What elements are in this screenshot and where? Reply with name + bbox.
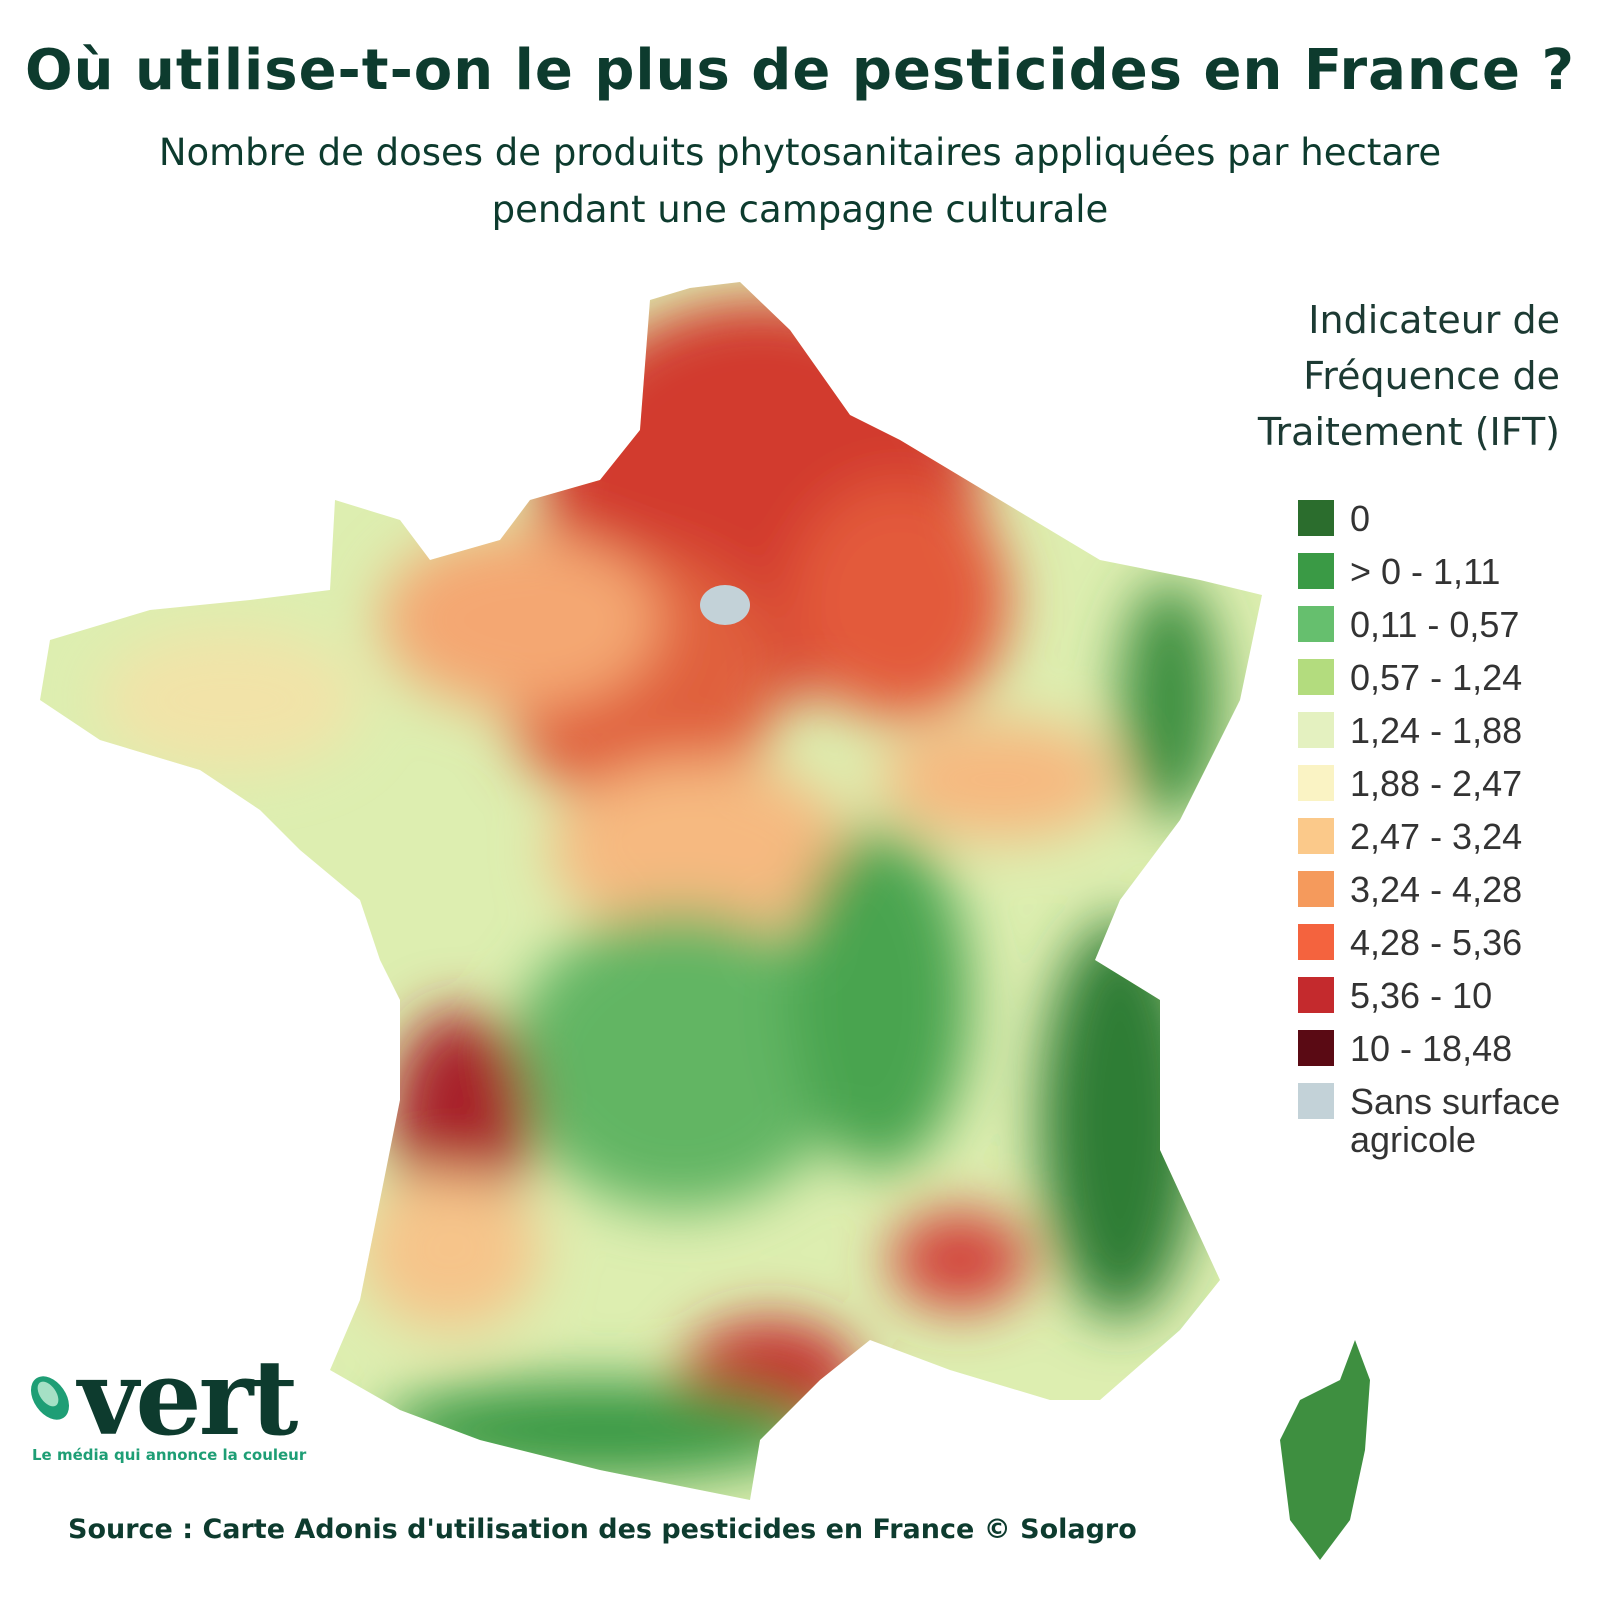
legend-item: 4,28 - 5,36 [1298, 924, 1598, 977]
legend-swatch [1298, 977, 1334, 1013]
legend-item: 0,11 - 0,57 [1298, 606, 1598, 659]
legend-label: 0,11 - 0,57 [1350, 604, 1520, 645]
tagline: Le média qui annonce la couleur [32, 1446, 307, 1464]
legend-label: 0,57 - 1,24 [1350, 657, 1523, 698]
legend: 0 > 0 - 1,11 0,11 - 0,57 0,57 - 1,24 1,24 - … [1298, 500, 1598, 1159]
paris [700, 585, 750, 625]
legend-label: > 0 - 1,11 [1350, 551, 1501, 592]
legend-swatch [1298, 659, 1334, 695]
legend-swatch [1298, 712, 1334, 748]
legend-item: 1,24 - 1,88 [1298, 712, 1598, 765]
legend-item: 0,57 - 1,24 [1298, 659, 1598, 712]
legend-label: Sans surface agricole [1350, 1081, 1561, 1160]
legend-title: Indicateur de Fréquence de Traitement (I… [1257, 298, 1560, 454]
legend-swatch [1298, 871, 1334, 907]
legend-item: 0 [1298, 500, 1598, 553]
legend-item: 2,47 - 3,24 [1298, 818, 1598, 871]
legend-label: 0 [1350, 498, 1371, 539]
legend-swatch [1298, 1030, 1334, 1066]
title: Où utilise-t-on le plus de pesticides en… [25, 38, 1575, 103]
legend-swatch [1298, 765, 1334, 801]
legend-label: 1,24 - 1,88 [1350, 710, 1523, 751]
legend-item: 1,88 - 2,47 [1298, 765, 1598, 818]
legend-label: 1,88 - 2,47 [1350, 763, 1523, 804]
legend-swatch [1298, 924, 1334, 960]
legend-item: 3,24 - 4,28 [1298, 871, 1598, 924]
legend-swatch [1298, 553, 1334, 589]
legend-label: 3,24 - 4,28 [1350, 869, 1523, 910]
legend-item: 5,36 - 10 [1298, 977, 1598, 1030]
legend-item: Sans surface agricole [1298, 1083, 1598, 1159]
legend-label: 10 - 18,48 [1350, 1028, 1513, 1069]
corsica [1280, 1340, 1370, 1560]
legend-item: > 0 - 1,11 [1298, 553, 1598, 606]
brand: vert [78, 1336, 298, 1459]
legend-swatch [1298, 606, 1334, 642]
legend-label: 5,36 - 10 [1350, 975, 1493, 1016]
logo-leaf [30, 1376, 70, 1420]
subtitle: Nombre de doses de produits phytosanitai… [158, 131, 1442, 231]
source: Source : Carte Adonis d'utilisation des … [68, 1514, 1137, 1545]
legend-label: 4,28 - 5,36 [1350, 922, 1523, 963]
legend-label: 2,47 - 3,24 [1350, 816, 1523, 857]
legend-swatch [1298, 818, 1334, 854]
legend-item: 10 - 18,48 [1298, 1030, 1598, 1083]
legend-swatch [1298, 500, 1334, 536]
legend-swatch [1298, 1083, 1334, 1119]
